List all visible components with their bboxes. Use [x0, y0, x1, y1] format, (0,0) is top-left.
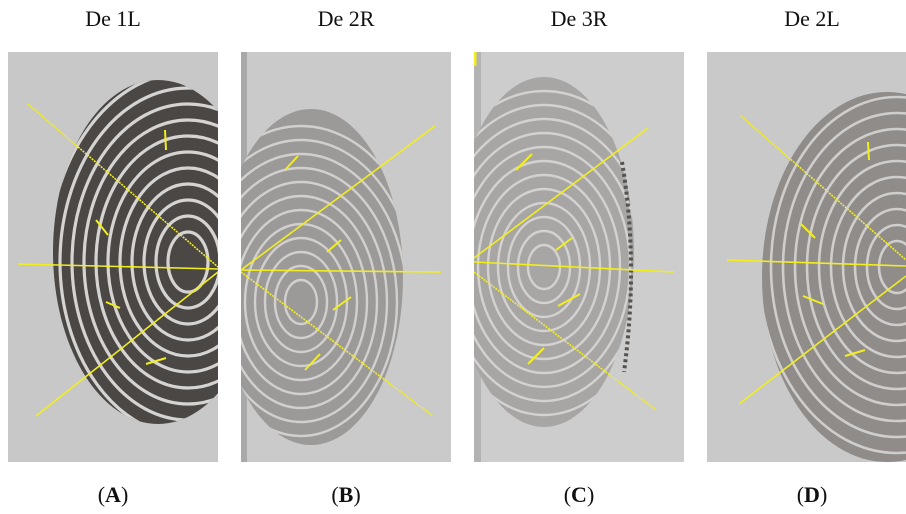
yellow-guide-lines: [241, 125, 442, 417]
yellow-minutia-markers: [800, 141, 870, 357]
fingerprint-ridge-area: [474, 77, 634, 427]
fingerprint-panel-c: [474, 52, 684, 462]
fingerprint-image-c: [474, 52, 684, 462]
yellow-guide-lines: [474, 52, 675, 411]
panel-b-caption: (B): [331, 482, 361, 507]
yellow-minutia-markers: [515, 153, 581, 365]
panel-b-title: De 2R: [317, 6, 375, 31]
fingerprint-image-d: [707, 52, 906, 462]
fingerprint-image-b: [241, 52, 451, 462]
panel-d-caption: (D): [796, 482, 828, 507]
panel-c-caption: (C): [563, 482, 595, 507]
fingerprint-panel-a: [8, 52, 218, 462]
fingerprint-panel-b: [241, 52, 451, 462]
panel-c-title: De 3R: [550, 6, 608, 31]
panel-a-caption: (A): [97, 482, 129, 507]
fingerprint-panel-d: [707, 52, 906, 462]
panel-a-title: De 1L: [85, 6, 141, 31]
fingerprint-image-a: [8, 52, 218, 462]
yellow-guide-lines: [17, 103, 218, 417]
yellow-minutia-markers: [284, 155, 352, 371]
yellow-minutia-markers: [95, 129, 167, 365]
panel-d-title: De 2L: [784, 6, 840, 31]
yellow-guide-lines: [726, 115, 906, 405]
